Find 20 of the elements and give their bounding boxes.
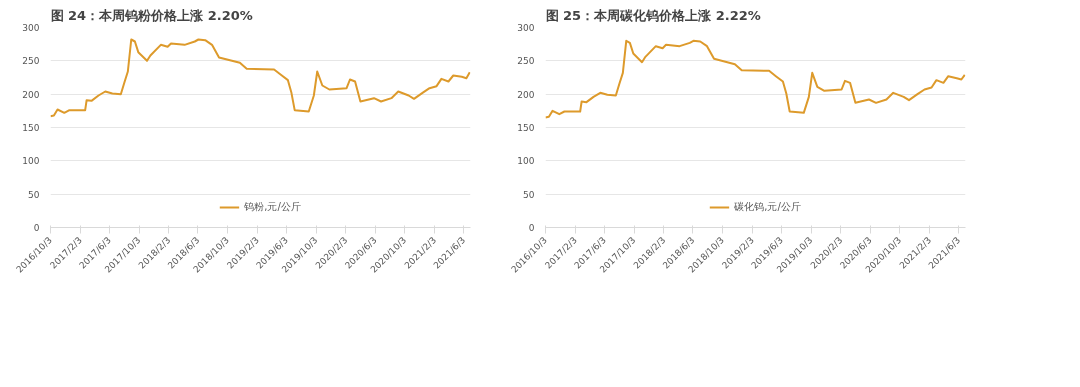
y-tick-label: 300 <box>22 23 40 33</box>
chart-title: 图 25：本周碳化钨价格上涨 2.22% <box>545 7 761 23</box>
y-tick-label: 200 <box>22 89 40 100</box>
y-tick-label: 150 <box>22 123 40 133</box>
y-tick-label: 100 <box>517 156 535 167</box>
y-tick-label: 0 <box>33 223 40 233</box>
legend-label: 钨粉,元/公斤 <box>244 200 301 214</box>
line-series <box>50 38 471 118</box>
y-tick-label: 250 <box>517 56 535 67</box>
y-tick-label: 100 <box>22 156 40 167</box>
y-tick-label: 150 <box>517 123 535 133</box>
y-tick-label: 0 <box>528 223 535 233</box>
chart-title: 图 24：本周钨粉价格上涨 2.20% <box>50 7 253 23</box>
legend-label: 碳化钨,元/公斤 <box>734 200 801 214</box>
y-tick-label: 200 <box>517 89 535 100</box>
line-series <box>545 39 966 119</box>
y-tick-label: 50 <box>28 189 40 200</box>
y-tick-label: 250 <box>22 56 40 67</box>
y-tick-label: 50 <box>523 189 535 200</box>
y-tick-label: 300 <box>517 23 535 33</box>
